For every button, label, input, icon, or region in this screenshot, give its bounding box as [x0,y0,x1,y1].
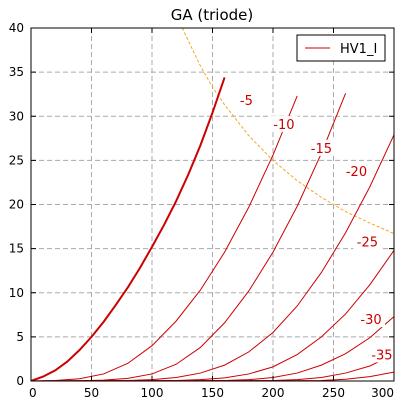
y-tick-label: 0 [16,374,24,388]
dissipation-curve [181,27,395,235]
curve-label: -30 [357,311,386,328]
curve-label-text: -30 [360,313,381,328]
y-tick-label: 20 [9,198,24,212]
dissipation-curve-layer [181,27,395,235]
series-line-grid-0 [31,77,226,381]
curve-label: -15 [307,139,336,157]
curve-label-text: -35 [371,348,392,363]
series-line-grid-minus-20 [31,250,394,381]
legend: HV1_I [296,34,386,62]
curve-labels: -5 -10 -15 -20 -25 -30 -35 [236,92,396,363]
curve-label-text: -10 [273,118,294,133]
curve-label-text: -5 [240,94,253,109]
curve-label-bg [236,92,257,109]
curve-label-bg [269,116,298,133]
y-tick-label: 35 [9,65,24,79]
curve-label: -5 [236,92,257,109]
y-tick-label: 40 [9,21,24,35]
curve-label-bg [357,311,386,328]
y-tick-label: 5 [16,330,24,344]
x-tick-label: 50 [84,386,99,400]
curve-label: -10 [269,116,298,133]
curve-label-bg [353,233,382,250]
axes: 0 50 100 150 200 250 300 0 5 10 15 20 25 30 35 40 [9,21,395,400]
curve-label-bg [307,139,336,156]
curve-label: -35 [367,346,396,363]
curve-label-text: -20 [346,165,367,180]
series-layer [31,77,394,381]
y-tick-label: 15 [9,242,24,256]
x-tick-label: 300 [371,386,394,400]
x-tick-label: 200 [262,386,285,400]
curve-label-bg [342,162,371,179]
y-tick-label: 30 [9,109,24,123]
x-tick-label: 0 [29,386,37,400]
curve-label-text: -15 [311,142,332,157]
curve-label-text: -25 [357,235,378,250]
x-tick-label: 100 [141,386,164,400]
legend-entry: HV1_I [340,42,377,57]
series-line-grid-minus-5 [31,95,298,381]
y-tick-label: 10 [9,286,24,300]
curve-label-bg [367,346,396,363]
x-tick-label: 150 [201,386,224,400]
curve-label: -25 [353,233,382,250]
chart-title: GA (triode) [171,6,254,24]
x-tick-label: 250 [322,386,345,400]
series-line-grid-minus-10 [31,93,347,381]
y-tick-label: 25 [9,153,24,167]
grid [31,28,394,381]
curve-label: -20 [342,162,371,180]
